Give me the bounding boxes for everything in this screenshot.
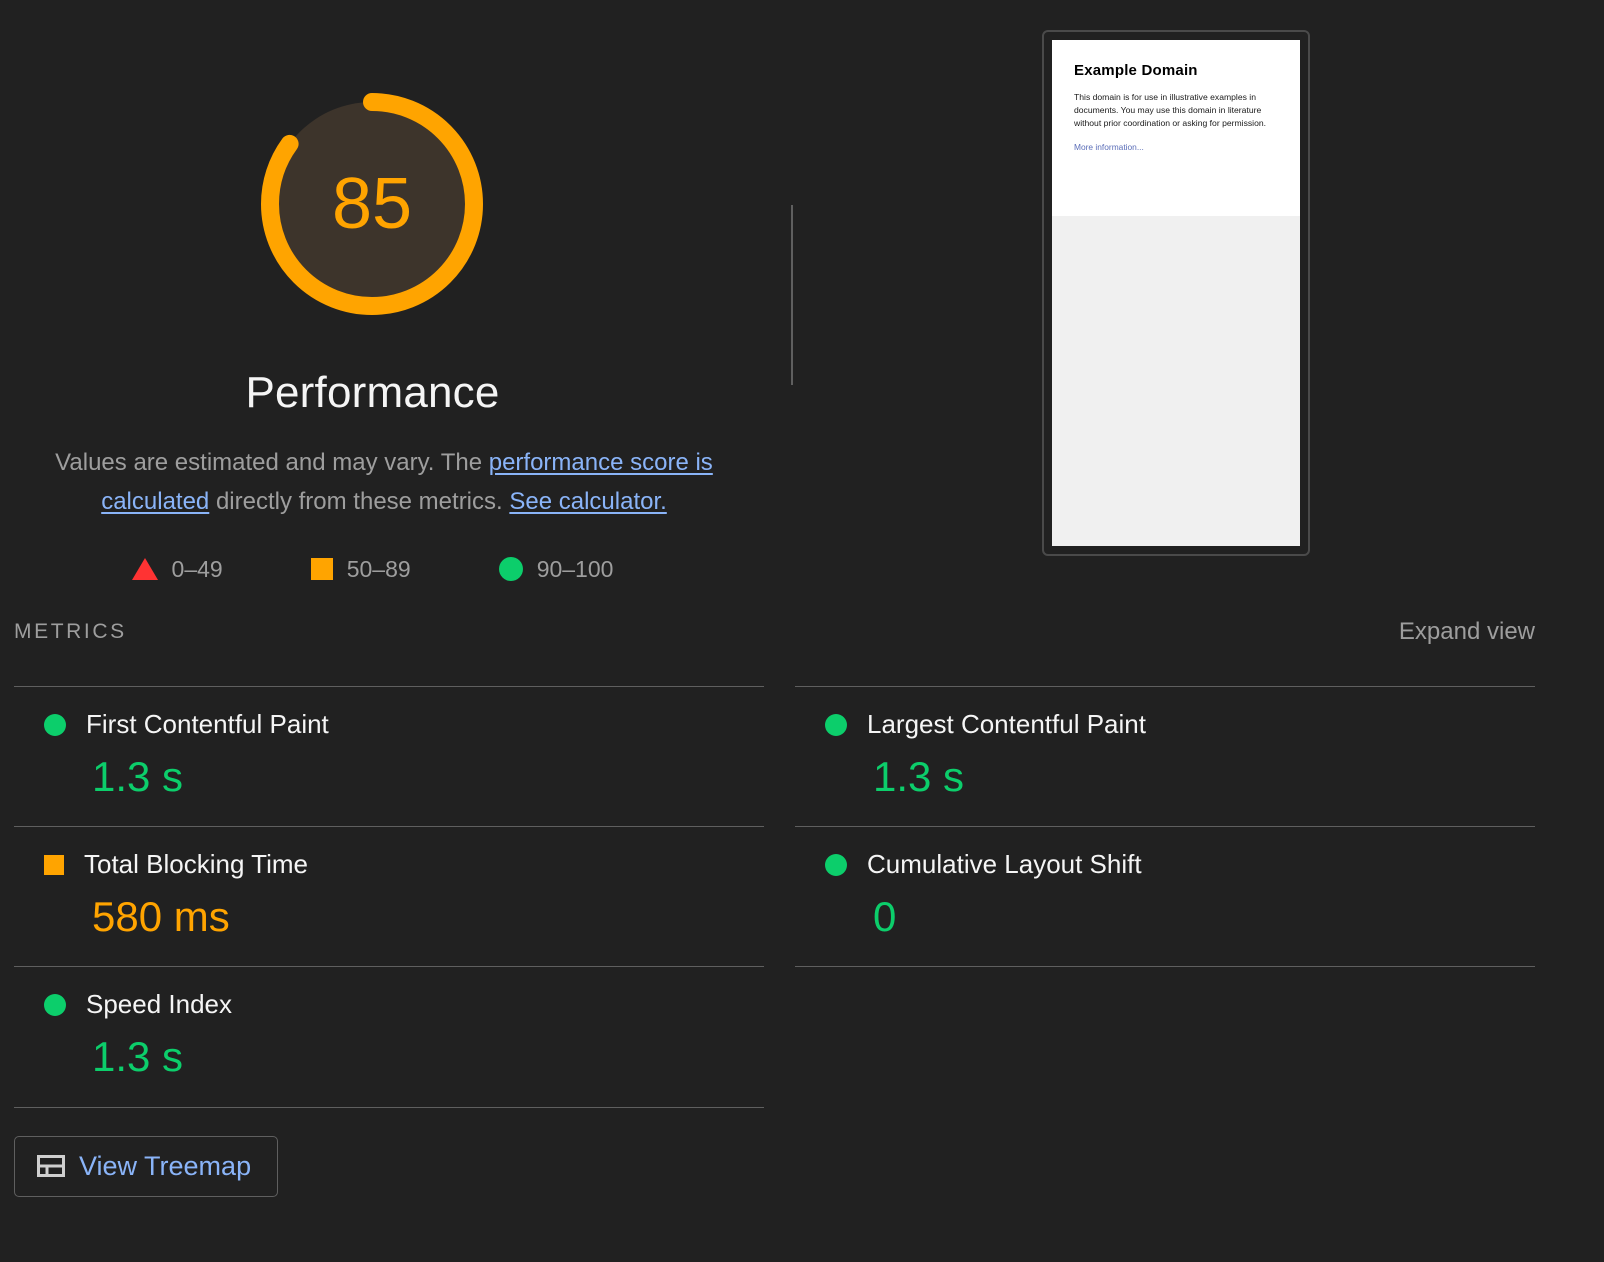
circle-pass-icon <box>44 993 66 1016</box>
thumbnail-heading: Example Domain <box>1074 62 1198 79</box>
metric-name: First Contentful Paint <box>86 709 329 739</box>
metric-row[interactable]: Speed Index 1.3 s <box>14 966 764 1106</box>
metric-value: 1.3 s <box>92 1033 184 1081</box>
metrics-section-label: METRICS <box>14 620 127 643</box>
section-divider <box>791 205 793 385</box>
metric-row[interactable]: Total Blocking Time 580 ms <box>14 826 764 966</box>
metric-value: 1.3 s <box>873 753 965 800</box>
metrics-columns: First Contentful Paint 1.3 s Total Block… <box>0 686 1604 1197</box>
thumbnail-page-content: Example Domain This domain is for use in… <box>1052 40 1300 546</box>
treemap-icon <box>37 1155 65 1178</box>
circle-pass-icon <box>825 713 847 736</box>
metric-heading: Cumulative Layout Shift <box>795 849 1535 880</box>
metric-value: 1.3 s <box>92 753 184 800</box>
expand-view-toggle[interactable]: Expand view <box>1398 618 1535 645</box>
triangle-fail-icon <box>131 558 158 581</box>
thumbnail-more-information-link: More information... <box>1074 141 1144 152</box>
see-calculator-link[interactable]: See calculator. <box>509 487 667 515</box>
metrics-header: METRICS Expand view <box>14 618 1590 666</box>
circle-pass-icon <box>498 557 523 582</box>
score-legend: 0–49 50–89 90–100 <box>0 556 745 583</box>
metrics-column-left: First Contentful Paint 1.3 s Total Block… <box>14 686 764 1197</box>
performance-score-calculated-link[interactable]: performance score is calculated <box>101 449 713 515</box>
metrics-section: METRICS Expand view First Contentful Pai… <box>0 618 1604 1197</box>
metric-heading: Largest Contentful Paint <box>795 709 1535 740</box>
gauge-score-value: 85 <box>331 164 413 244</box>
metric-heading: Total Blocking Time <box>14 849 764 880</box>
desc-prefix-text: Values are estimated and may vary. The <box>55 449 489 476</box>
metrics-column-end-divider <box>795 966 1535 968</box>
desc-middle-text: directly from these metrics. <box>209 487 510 515</box>
thumbnail-paragraph: This domain is for use in illustrative e… <box>1074 92 1267 128</box>
treemap-row: View Treemap <box>14 1106 764 1197</box>
square-average-icon <box>44 854 64 875</box>
metric-name: Total Blocking Time <box>84 849 308 880</box>
legend-label-fail: 0–49 <box>171 555 223 582</box>
performance-gauge-block: 85 Performance Values are estimated and … <box>0 0 745 583</box>
legend-label-average: 50–89 <box>346 555 411 582</box>
metric-name: Largest Contentful Paint <box>867 709 1146 739</box>
circle-pass-icon <box>825 853 847 876</box>
circle-pass-icon <box>44 713 66 736</box>
view-treemap-label: View Treemap <box>79 1150 252 1181</box>
metric-heading: Speed Index <box>14 989 764 1020</box>
gauge-progress-arc <box>261 93 483 315</box>
page-screenshot-thumbnail[interactable]: Example Domain This domain is for use in… <box>1042 30 1310 556</box>
legend-item-fail: 0–49 <box>131 555 223 583</box>
legend-item-pass: 90–100 <box>498 555 614 583</box>
square-average-icon <box>310 558 333 581</box>
legend-label-pass: 90–100 <box>536 555 614 582</box>
metric-name: Cumulative Layout Shift <box>867 849 1142 880</box>
metric-row[interactable]: Cumulative Layout Shift 0 <box>795 826 1535 966</box>
gauge-arc-svg <box>261 93 483 315</box>
score-summary-area: 85 Performance Values are estimated and … <box>0 0 1604 620</box>
metric-heading: First Contentful Paint <box>14 709 764 740</box>
gauge-inner-fill <box>270 102 474 306</box>
legend-item-average: 50–89 <box>310 555 411 583</box>
metrics-column-right: Largest Contentful Paint 1.3 s Cumulativ… <box>795 686 1535 1197</box>
metric-row[interactable]: Largest Contentful Paint 1.3 s <box>795 686 1535 826</box>
performance-gauge[interactable]: 85 <box>256 88 488 320</box>
metric-value: 580 ms <box>92 893 230 941</box>
gauge-description: Values are estimated and may vary. The p… <box>28 444 740 522</box>
metric-name: Speed Index <box>86 989 233 1020</box>
metric-row[interactable]: First Contentful Paint 1.3 s <box>14 686 764 826</box>
metric-value: 0 <box>873 893 897 941</box>
view-treemap-button[interactable]: View Treemap <box>14 1135 279 1197</box>
gauge-category-title: Performance <box>245 368 500 417</box>
thumbnail-hero: Example Domain This domain is for use in… <box>1052 40 1300 216</box>
